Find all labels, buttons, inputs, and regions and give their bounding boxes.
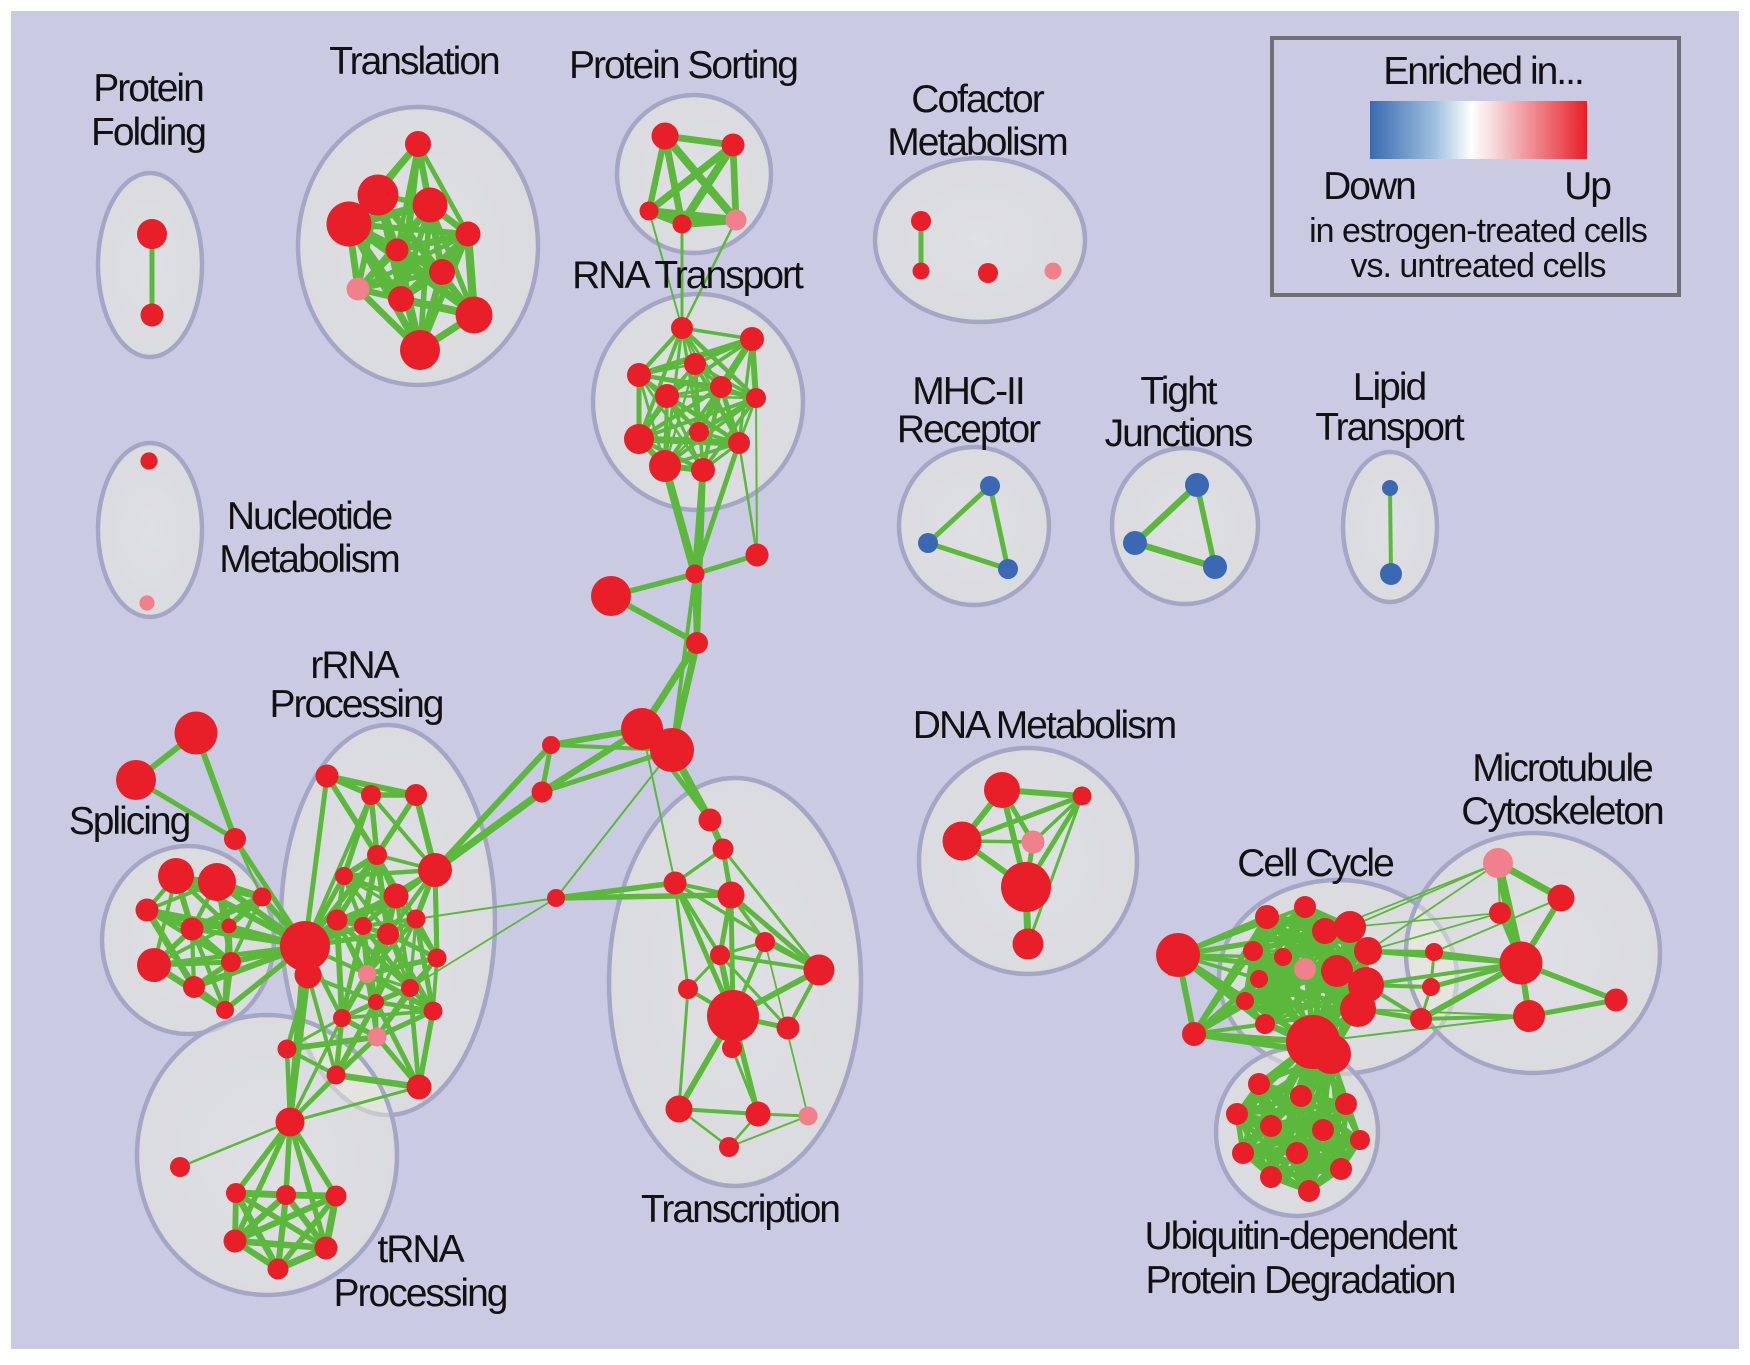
svg-text:Processing: Processing: [270, 683, 443, 726]
svg-text:Folding: Folding: [91, 111, 205, 154]
svg-text:Splicing: Splicing: [69, 800, 190, 843]
svg-text:DNA Metabolism: DNA Metabolism: [913, 704, 1175, 747]
svg-text:Transcription: Transcription: [641, 1188, 839, 1231]
svg-text:Microtubule: Microtubule: [1472, 747, 1652, 790]
svg-text:RNA Transport: RNA Transport: [572, 254, 804, 297]
svg-text:Protein Degradation: Protein Degradation: [1146, 1259, 1455, 1302]
svg-text:Translation: Translation: [329, 40, 499, 83]
svg-text:vs. untreated cells: vs. untreated cells: [1350, 247, 1605, 285]
svg-text:Processing: Processing: [334, 1272, 507, 1315]
svg-text:Ubiquitin-dependent: Ubiquitin-dependent: [1144, 1215, 1457, 1258]
svg-text:MHC-II: MHC-II: [912, 370, 1023, 413]
svg-text:Cofactor: Cofactor: [911, 78, 1044, 121]
svg-text:tRNA: tRNA: [377, 1228, 464, 1271]
svg-text:Transport: Transport: [1315, 406, 1465, 449]
svg-text:Protein Sorting: Protein Sorting: [569, 44, 797, 87]
svg-text:Metabolism: Metabolism: [887, 121, 1066, 164]
svg-text:Cell Cycle: Cell Cycle: [1237, 842, 1393, 885]
svg-text:Enriched in...: Enriched in...: [1383, 50, 1583, 93]
svg-text:in estrogen-treated cells: in estrogen-treated cells: [1309, 212, 1647, 250]
svg-text:rRNA: rRNA: [310, 644, 399, 687]
svg-text:Protein: Protein: [93, 67, 203, 110]
svg-text:Nucleotide: Nucleotide: [227, 495, 392, 538]
svg-text:Metabolism: Metabolism: [219, 538, 398, 581]
svg-text:Tight: Tight: [1140, 370, 1217, 413]
svg-text:Receptor: Receptor: [897, 408, 1041, 451]
svg-text:Lipid: Lipid: [1353, 366, 1426, 409]
svg-text:Cytoskeleton: Cytoskeleton: [1461, 790, 1663, 833]
svg-text:Down: Down: [1323, 165, 1415, 208]
svg-text:Junctions: Junctions: [1105, 412, 1253, 455]
svg-text:Up: Up: [1564, 165, 1611, 208]
